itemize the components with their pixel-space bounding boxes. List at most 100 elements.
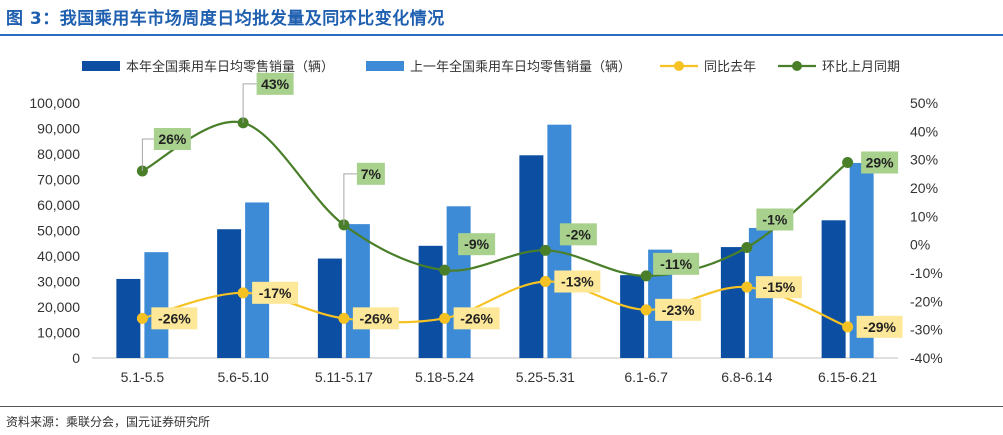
mom-data-label: 26% — [158, 131, 187, 147]
yoy-data-label-box — [856, 315, 903, 338]
mom-point — [640, 270, 652, 282]
mom-data-label: -9% — [464, 236, 489, 252]
y-left-tick-label: 100,000 — [29, 95, 80, 111]
mom-data-label-leader — [242, 83, 257, 123]
y-left-tick-label: 60,000 — [37, 197, 80, 213]
y-left-tick-label: 10,000 — [37, 325, 80, 341]
legend-label: 环比上月同期 — [822, 59, 900, 74]
y-right-tick-label: -30% — [910, 322, 943, 338]
yoy-data-label: -29% — [863, 319, 896, 335]
yoy-data-label: -13% — [561, 274, 594, 290]
yoy-data-label-box — [151, 307, 198, 330]
y-left-tick-label: 40,000 — [37, 248, 80, 264]
mom-data-label: 29% — [866, 155, 895, 171]
chart: 本年全国乘用车日均零售销量（辆） 上一年全国乘用车日均零售销量（辆） 同比去年 环比上… — [29, 59, 942, 385]
yoy-data-label-box — [755, 276, 802, 299]
mom-point — [439, 264, 451, 276]
y-left-tick-label: 30,000 — [37, 274, 80, 290]
mom-data-label: -2% — [566, 226, 591, 242]
mom-data-label-box — [559, 223, 597, 246]
bar-current-year — [620, 275, 645, 358]
y-left-tick-label: 90,000 — [37, 121, 80, 137]
y-left-tick-label: 70,000 — [37, 172, 80, 188]
bar-previous-year — [446, 206, 471, 358]
mom-data-label: -11% — [660, 256, 692, 272]
mom-data-label: -1% — [762, 212, 787, 228]
yoy-data-label-box — [352, 307, 399, 330]
legend-swatch — [82, 61, 120, 71]
x-tick-label: 5.6-5.10 — [217, 369, 269, 385]
yoy-point — [439, 312, 451, 324]
y-right-tick-label: -20% — [910, 293, 943, 309]
y-right-tick-label: 20% — [910, 180, 938, 196]
y-right-tick-label: 10% — [910, 208, 938, 224]
legend: 本年全国乘用车日均零售销量（辆） 上一年全国乘用车日均零售销量（辆） 同比去年 环比上… — [82, 59, 900, 74]
yoy-point — [136, 312, 148, 324]
x-axis-labels: 5.1-5.5 5.6-5.10 5.11-5.17 5.18-5.24 5.25-5.… — [121, 369, 878, 385]
y-right-tick-label: 0% — [910, 237, 930, 253]
x-tick-label: 6.15-6.21 — [818, 369, 877, 385]
yoy-data-label: -17% — [259, 285, 292, 301]
y-left-tick-label: 0 — [72, 350, 80, 366]
yoy-data-label-box — [554, 270, 601, 293]
mom-data-label-box — [458, 233, 496, 256]
bar-previous-year — [144, 252, 169, 358]
mom-data-label-leader — [343, 173, 357, 225]
legend-swatch — [366, 61, 404, 71]
mom-data-label: 7% — [361, 166, 382, 182]
mom-point — [539, 244, 551, 256]
yoy-point — [338, 312, 350, 324]
mom-data-label-box — [356, 162, 385, 185]
lines: -26% -17% -26% -26% -13% -23% -15% -29% 26% 43% 7%… — [136, 72, 903, 338]
bar-previous-year — [345, 224, 370, 358]
mom-point — [741, 242, 753, 253]
source-note: 资料来源：乘联分会，国元证券研究所 — [6, 415, 211, 429]
x-tick-label: 5.25-5.31 — [516, 369, 575, 385]
yoy-point — [741, 281, 753, 293]
legend-label: 本年全国乘用车日均零售销量（辆） — [126, 59, 334, 74]
axes: 0 10,000 20,000 30,000 40,000 50,000 60,000 70,… — [29, 95, 942, 366]
yoy-point — [640, 304, 652, 316]
yoy-point — [539, 276, 551, 287]
bar-current-year — [821, 220, 846, 358]
y-right-tick-label: 50% — [910, 95, 938, 111]
x-tick-label: 6.8-6.14 — [721, 369, 773, 385]
x-tick-label: 5.1-5.5 — [121, 369, 165, 385]
bar-current-year — [519, 155, 544, 358]
y-right-tick-label: -40% — [910, 350, 943, 366]
bars — [116, 124, 874, 358]
yoy-point — [237, 287, 249, 299]
yoy-data-label-box — [453, 307, 500, 330]
mom-line — [141, 120, 849, 277]
mom-data-label-box — [756, 208, 794, 231]
legend-marker — [674, 61, 684, 71]
mom-data-label-box — [256, 72, 294, 95]
bar-previous-year — [245, 202, 270, 358]
legend-label: 上一年全国乘用车日均零售销量（辆） — [410, 59, 631, 74]
mom-data-label-leader — [141, 138, 154, 171]
x-tick-label: 5.18-5.24 — [415, 369, 474, 385]
footer-rule — [0, 406, 1003, 407]
yoy-data-label: -26% — [158, 310, 191, 326]
mom-data-label: 43% — [261, 76, 290, 92]
bar-current-year — [317, 258, 342, 358]
x-tick-label: 6.1-6.7 — [624, 369, 668, 385]
yoy-data-label-box — [655, 298, 702, 321]
yoy-data-label: -15% — [763, 279, 796, 295]
y-right-tick-label: 30% — [910, 152, 938, 168]
mom-data-label-box — [153, 128, 191, 150]
mom-data-label-box — [861, 151, 899, 174]
mom-point — [237, 117, 249, 129]
yoy-data-label: -26% — [460, 310, 493, 326]
bar-current-year — [720, 247, 745, 358]
y-right-tick-label: -10% — [910, 265, 943, 281]
bar-current-year — [418, 245, 443, 358]
yoy-data-label: -26% — [360, 310, 393, 326]
yoy-data-label-box — [252, 281, 299, 304]
mom-point — [842, 157, 854, 168]
y-left-tick-label: 20,000 — [37, 299, 80, 315]
y-left-tick-label: 80,000 — [37, 146, 80, 162]
bar-current-year — [116, 278, 141, 358]
legend-label: 同比去年 — [704, 59, 756, 74]
yoy-data-label: -23% — [662, 302, 695, 318]
